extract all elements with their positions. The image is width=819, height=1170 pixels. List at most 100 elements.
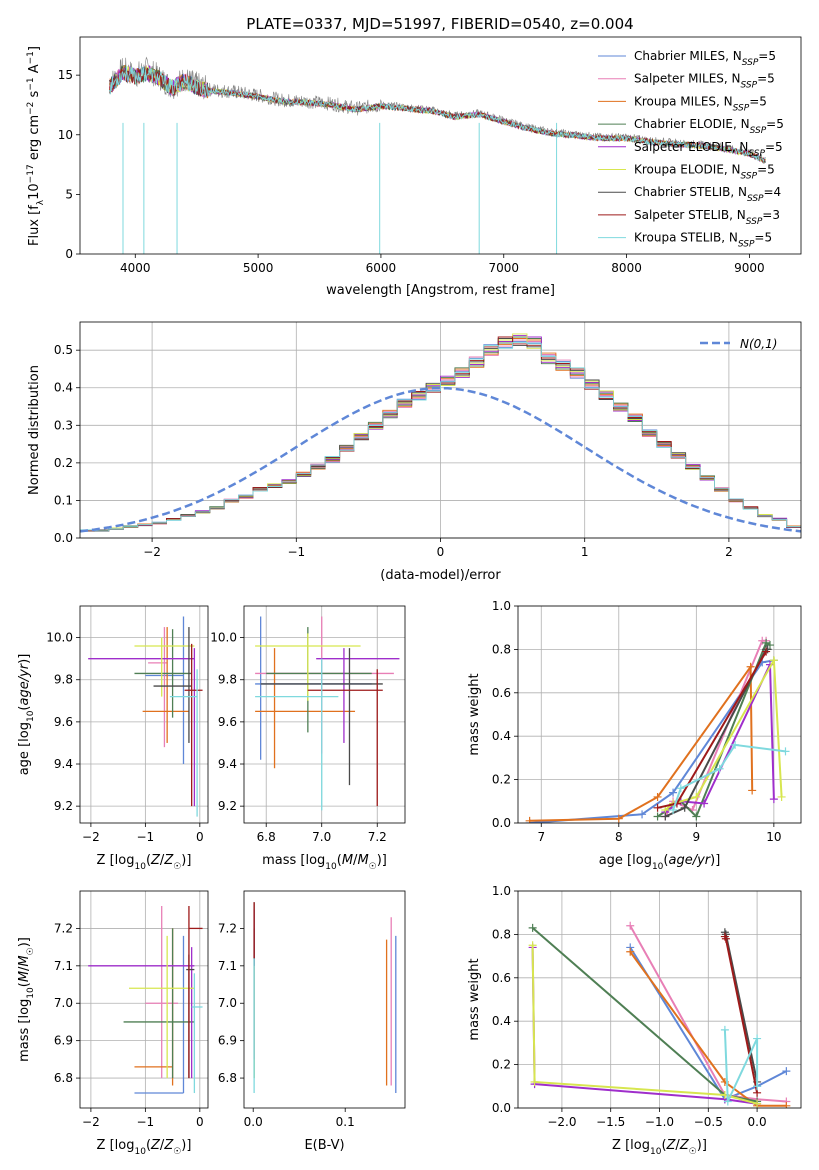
legend-label-sub: SSP bbox=[746, 217, 763, 227]
x-axis-label-part: ( bbox=[663, 853, 668, 868]
y-tick-label: 0.4 bbox=[492, 729, 511, 743]
y-tick-label: 7.0 bbox=[218, 996, 237, 1010]
legend-label-sub: SSP bbox=[741, 172, 758, 182]
y-tick-label: 5 bbox=[65, 187, 73, 201]
weight-marker bbox=[528, 923, 537, 932]
x-tick-label: −2 bbox=[82, 830, 100, 844]
x-axis-label-part: )] bbox=[181, 1138, 191, 1153]
weight-marker bbox=[777, 792, 786, 801]
weight-marker bbox=[661, 812, 670, 821]
residual-histogram bbox=[80, 334, 801, 531]
y-axis-label: age [log10(age/yr)] bbox=[17, 654, 36, 776]
y-tick-label: 10 bbox=[58, 128, 73, 142]
x-tick-label: 8000 bbox=[611, 261, 642, 275]
legend-label-suffix: =5 bbox=[765, 140, 783, 154]
x-tick-label: 1 bbox=[581, 545, 589, 559]
y-axis-label: mass [log10(M/M☉)] bbox=[17, 937, 36, 1062]
legend-label-sub: SSP bbox=[733, 103, 750, 113]
y-axis-label-part: )] bbox=[17, 654, 32, 664]
weight-line bbox=[629, 951, 787, 1107]
y-axis-label: Normed distribution bbox=[27, 365, 42, 495]
x-tick-label: −2 bbox=[143, 545, 161, 559]
y-tick-label: 0.3 bbox=[54, 418, 73, 432]
y-axis-label-part: 10 bbox=[27, 183, 42, 200]
y-axis-label-part: ] bbox=[27, 46, 42, 51]
x-tick-label: 0.1 bbox=[336, 1115, 355, 1129]
axes-frame bbox=[79, 605, 209, 824]
y-tick-label: 0.0 bbox=[492, 816, 511, 830]
y-axis-label-part: Flux [f bbox=[27, 205, 42, 246]
x-tick-label: 2 bbox=[725, 545, 733, 559]
legend-label-suffix: =5 bbox=[749, 94, 767, 108]
legend-label-name: Kroupa STELIB, N bbox=[634, 231, 738, 245]
y-tick-label: 10.0 bbox=[46, 631, 73, 645]
legend: Chabrier MILES, NSSP=5 Salpeter MILES, N S… bbox=[598, 49, 784, 250]
legend-label: Salpeter STELIB, NSSP=3 bbox=[634, 208, 780, 227]
legend-label-suffix: =5 bbox=[754, 231, 772, 245]
x-tick-label: −1 bbox=[137, 830, 155, 844]
x-tick-label: 0 bbox=[437, 545, 445, 559]
y-tick-label: 0.0 bbox=[54, 531, 73, 545]
y-tick-label: 1.0 bbox=[492, 884, 511, 898]
model-spectrum bbox=[109, 66, 766, 163]
x-tick-label: 0.0 bbox=[748, 1115, 767, 1129]
x-axis-label-part: / bbox=[160, 1138, 165, 1153]
x-tick-label: 5000 bbox=[243, 261, 274, 275]
legend-label-suffix: =5 bbox=[766, 117, 784, 131]
y-axis-label-part: s bbox=[27, 90, 42, 101]
weight-marker bbox=[769, 656, 778, 665]
y-tick-label: 0.2 bbox=[492, 773, 511, 787]
weight-marker bbox=[680, 803, 689, 812]
weight-marker bbox=[781, 747, 790, 756]
x-axis-label-part: 10 bbox=[325, 862, 337, 872]
x-tick-label: −1 bbox=[137, 1115, 155, 1129]
x-tick-label: 6.8 bbox=[257, 830, 276, 844]
y-tick-label: 7.1 bbox=[218, 959, 237, 973]
legend-label-sub: SSP bbox=[750, 126, 767, 136]
x-tick-label: 9000 bbox=[734, 261, 765, 275]
legend-label-name: Salpeter ELODIE, N bbox=[634, 140, 748, 154]
x-tick-label: −2.0 bbox=[547, 1115, 576, 1129]
weight-marker bbox=[720, 1025, 729, 1034]
x-axis-label-part: Z bbox=[150, 853, 161, 868]
x-axis-label-part: E(B-V) bbox=[304, 1138, 344, 1153]
y-axis-label-part: age [log bbox=[17, 722, 32, 775]
plot-area bbox=[88, 905, 203, 1094]
weight-marker bbox=[676, 784, 685, 793]
weight-marker bbox=[753, 1034, 762, 1043]
weight-marker bbox=[753, 1082, 762, 1091]
x-tick-label: 8 bbox=[615, 830, 623, 844]
x-axis-label-part: ☉ bbox=[173, 1147, 181, 1157]
legend-label: Chabrier MILES, NSSP=5 bbox=[634, 49, 776, 68]
y-tick-label: 9.6 bbox=[218, 715, 237, 729]
y-tick-label: 0.5 bbox=[54, 343, 73, 357]
x-axis-label: wavelength [Angstrom, rest frame] bbox=[326, 283, 555, 298]
y-tick-label: 7.1 bbox=[54, 959, 73, 973]
axes-frame bbox=[243, 605, 406, 824]
legend-label-name: Salpeter MILES, N bbox=[634, 72, 741, 86]
weight-marker bbox=[746, 662, 755, 671]
y-axis-label-part: ☉ bbox=[26, 947, 36, 955]
y-axis-label-part: M bbox=[17, 955, 32, 966]
axes-frame bbox=[79, 36, 802, 255]
legend-label: Kroupa ELODIE, NSSP=5 bbox=[634, 163, 775, 182]
axes-spectrum: 4000 5000 6000 7000 8000 9000 0 5 10 15 wavelength… bbox=[26, 36, 802, 298]
plot-area bbox=[255, 616, 400, 811]
weight-marker bbox=[723, 1097, 732, 1106]
plot-area bbox=[525, 636, 790, 823]
weight-marker bbox=[626, 947, 635, 956]
weight-marker bbox=[715, 764, 724, 773]
y-tick-label: 6.8 bbox=[218, 1071, 237, 1085]
y-tick-label: 0.2 bbox=[54, 456, 73, 470]
y-tick-label: 1.0 bbox=[492, 599, 511, 613]
legend-label: Kroupa MILES, NSSP=5 bbox=[634, 94, 767, 113]
y-tick-label: 15 bbox=[58, 68, 73, 82]
y-axis-label-part: 10 bbox=[26, 710, 36, 722]
weight-line bbox=[723, 936, 759, 1093]
weight-marker bbox=[653, 792, 662, 801]
x-axis-label-part: ☉ bbox=[369, 862, 377, 872]
normal-curve bbox=[80, 386, 801, 533]
y-tick-label: 10.0 bbox=[210, 631, 237, 645]
